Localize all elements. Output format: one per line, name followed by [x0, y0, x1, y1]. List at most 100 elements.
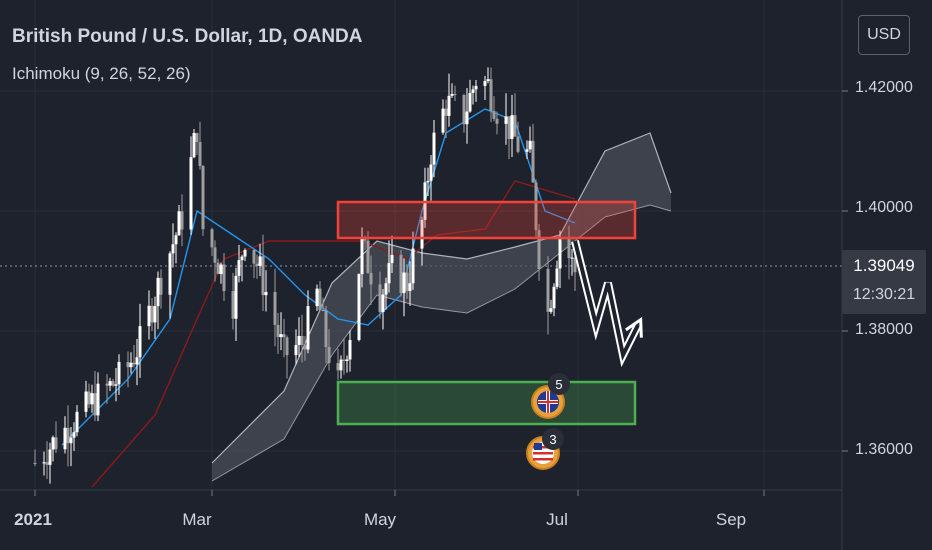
candle-body — [402, 272, 406, 294]
event-count-us[interactable]: 3 — [542, 428, 564, 450]
candle-body — [465, 111, 469, 125]
candle-body — [282, 334, 286, 338]
ichimoku-lines — [61, 108, 576, 488]
candle-body — [240, 256, 244, 261]
candle-body — [48, 449, 52, 465]
bar-countdown: 12:30:21 — [852, 286, 916, 303]
time-label-jul: Jul — [546, 510, 568, 529]
candle-body — [345, 359, 349, 361]
candle-body — [303, 345, 307, 350]
candle-body — [219, 264, 223, 275]
price-axis-ticks — [842, 90, 848, 452]
candle-body — [408, 283, 412, 292]
candle-body — [150, 305, 154, 323]
zones[interactable] — [336, 200, 637, 426]
leading-span-b — [211, 204, 672, 482]
candle-body — [156, 277, 160, 307]
candle-body — [573, 257, 577, 273]
candle-body — [471, 89, 475, 93]
time-axis-ticks — [34, 490, 765, 496]
candle-body — [504, 116, 508, 124]
candle-body — [42, 462, 46, 464]
candle-body — [297, 335, 301, 346]
candle-body — [447, 95, 451, 116]
candle-body — [153, 306, 157, 323]
candle-body — [273, 292, 277, 325]
candle-body — [201, 166, 205, 230]
support-zone — [336, 380, 637, 426]
current-price-badge: 1.39049 12:30:21 — [842, 250, 926, 314]
candle-body — [147, 305, 151, 327]
candle-body — [111, 381, 115, 386]
candle-body — [336, 363, 340, 371]
candle-body — [339, 359, 343, 371]
candle-body — [363, 238, 367, 241]
candle-body — [369, 272, 373, 285]
ichimoku-cloud — [211, 132, 672, 482]
candle-body — [420, 219, 424, 249]
candle-body — [510, 115, 514, 139]
candle-body — [567, 238, 571, 259]
candle-body — [51, 437, 55, 450]
candle-body — [489, 79, 493, 111]
candle-body — [411, 248, 415, 284]
resistance-zone — [336, 200, 637, 240]
candle-body — [528, 140, 532, 150]
candle-body — [555, 268, 559, 287]
candle-body — [129, 362, 133, 368]
candle-body — [237, 260, 241, 276]
candle-body — [192, 133, 196, 158]
candle-body — [570, 257, 574, 259]
candle-body — [216, 262, 220, 275]
candle-body — [84, 391, 88, 412]
candle-body — [66, 427, 70, 444]
event-count-uk[interactable]: 5 — [548, 373, 570, 395]
candle-body — [381, 294, 385, 312]
candle-body — [495, 118, 499, 124]
candle-body — [285, 337, 289, 356]
candle-body — [348, 339, 352, 360]
candle-body — [534, 182, 538, 231]
candle-body — [390, 254, 394, 264]
indicator-label[interactable]: Ichimoku (9, 26, 52, 26) — [12, 64, 191, 83]
price-label-1-36000: 1.36000 — [855, 441, 913, 458]
candle-body — [135, 357, 139, 365]
projection-arrow[interactable] — [571, 240, 643, 368]
candle-body — [321, 310, 325, 312]
candle-body — [105, 383, 109, 386]
candle-body — [87, 391, 91, 405]
candle-body — [177, 211, 181, 236]
candle-body — [360, 238, 364, 275]
current-price-value: 1.39049 — [853, 256, 915, 275]
candle-body — [429, 164, 433, 181]
time-label-may: May — [363, 510, 397, 529]
candle-body — [132, 362, 136, 365]
candle-body — [96, 383, 100, 416]
candle-body — [168, 253, 172, 295]
candle-body — [342, 359, 346, 361]
time-label-mar: Mar — [182, 510, 212, 529]
currency-button[interactable]: USD — [858, 15, 910, 55]
candle-body — [450, 93, 454, 96]
candle-body — [258, 256, 262, 266]
symbol-title[interactable]: British Pound / U.S. Dollar, 1D, OANDA — [12, 26, 363, 47]
candle-body — [327, 346, 331, 364]
candle-body — [324, 310, 328, 347]
candle-body — [378, 284, 382, 312]
candle-body — [513, 115, 517, 137]
candle-body — [507, 116, 511, 139]
candle-body — [108, 381, 112, 386]
candle-body — [531, 140, 535, 183]
candle-body — [72, 432, 76, 438]
candle-body — [525, 149, 529, 152]
candle-body — [210, 229, 214, 248]
candle-body — [234, 275, 238, 319]
candle-body — [306, 306, 310, 350]
candle-body — [366, 240, 370, 273]
candle-body — [222, 264, 226, 292]
candle-body — [552, 286, 556, 309]
candle-body — [180, 211, 184, 230]
candle-body — [195, 133, 199, 143]
candle-body — [441, 108, 445, 133]
